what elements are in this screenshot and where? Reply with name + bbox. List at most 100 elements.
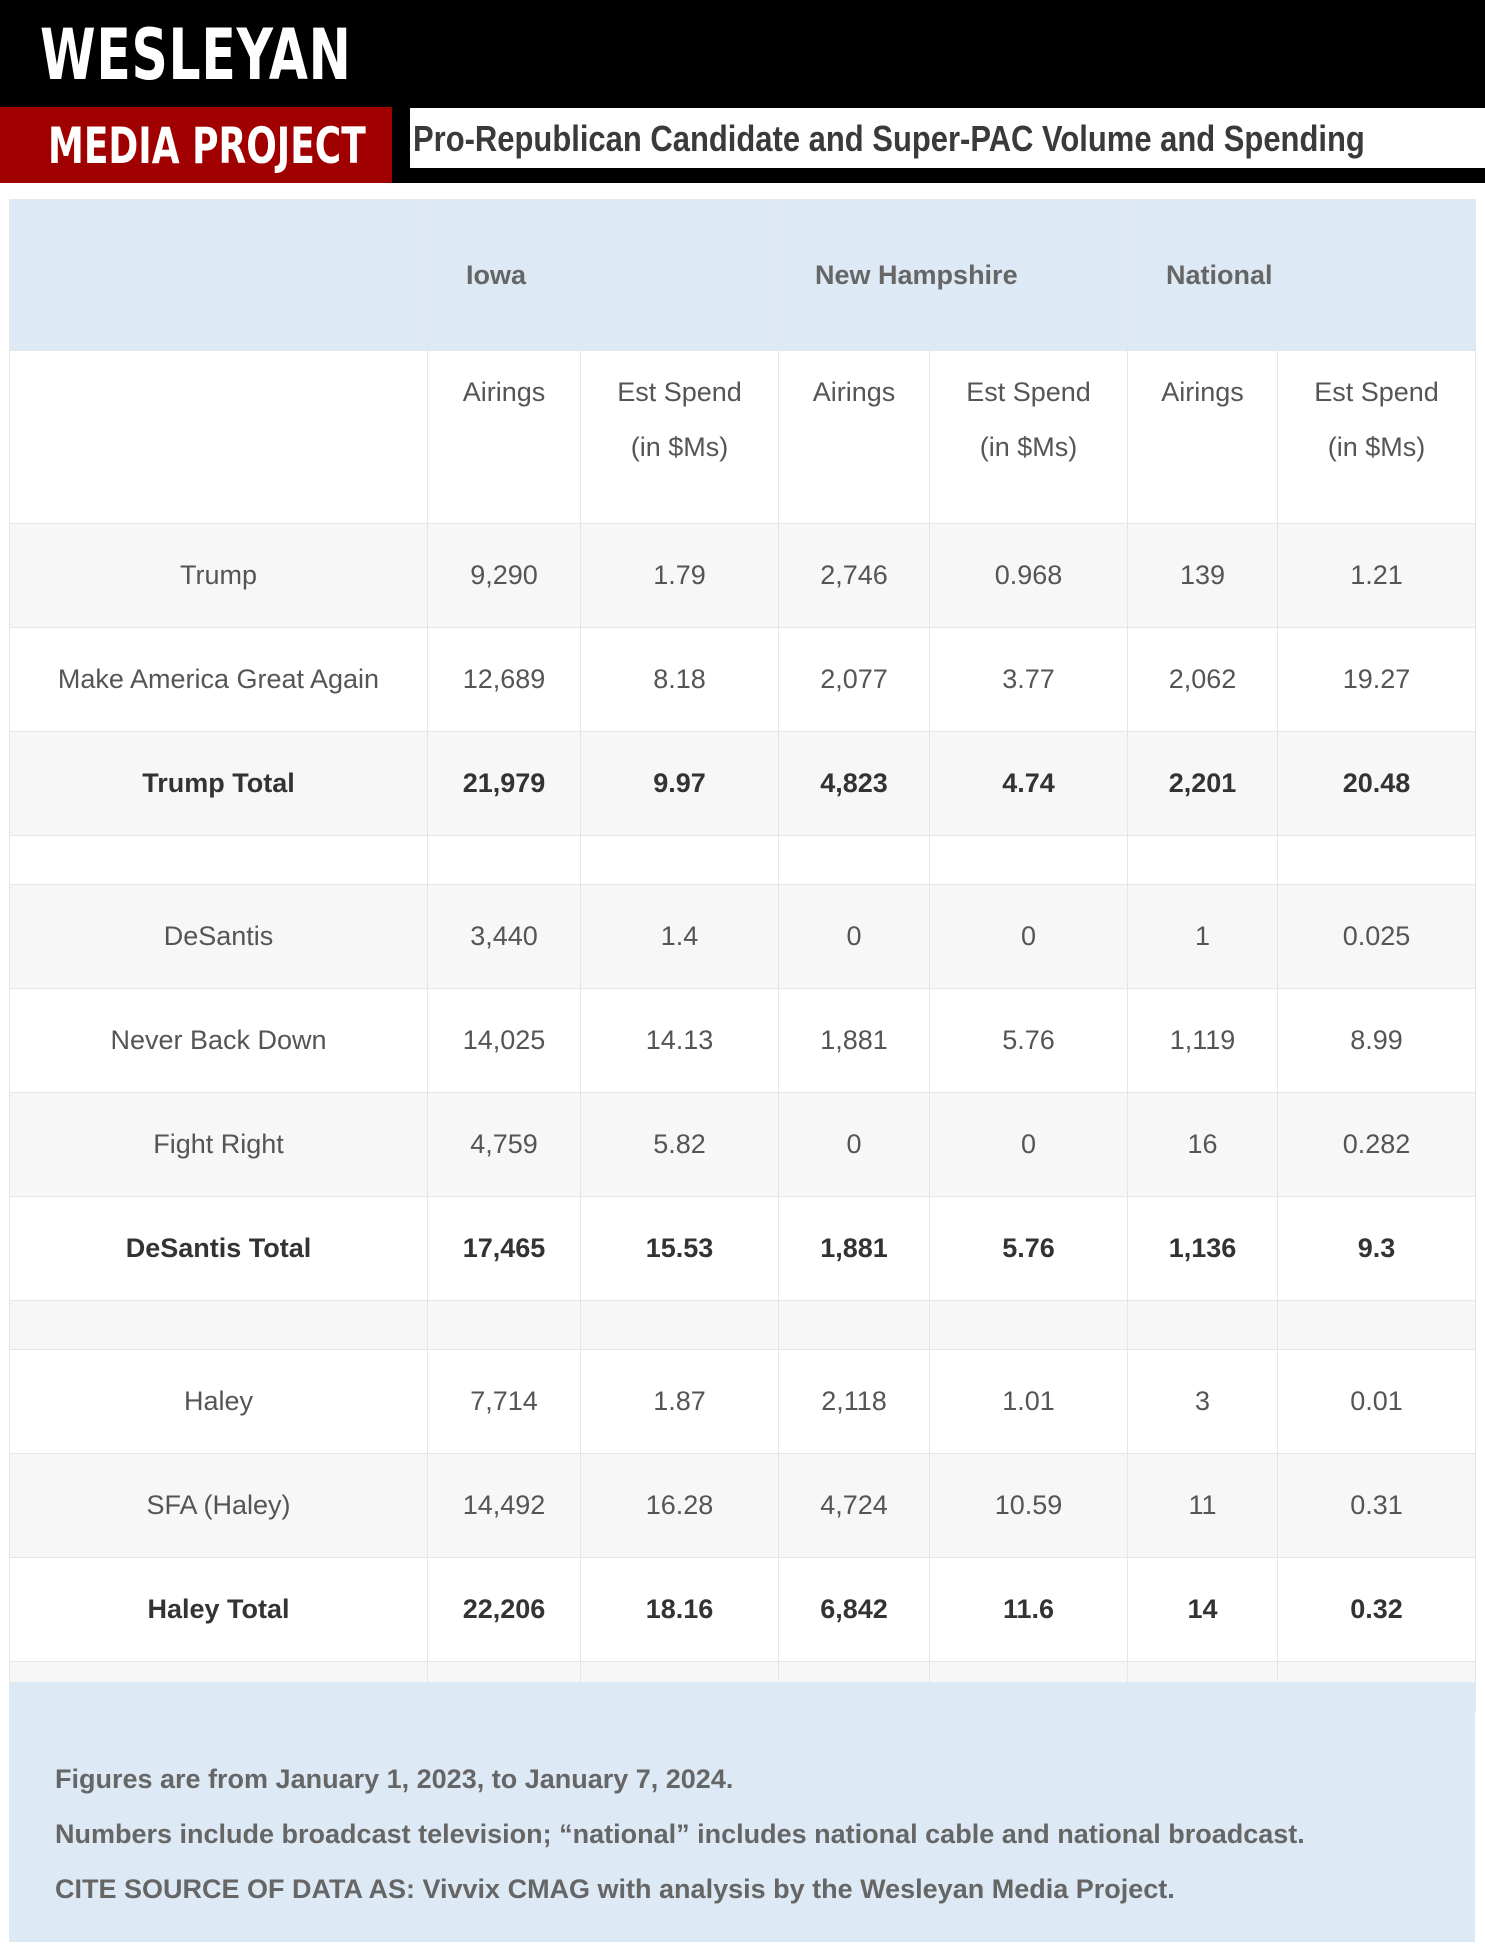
row-label: Trump <box>9 523 428 628</box>
airings-cell: 22,206 <box>427 1557 581 1662</box>
est-spend-cell: 9.3 <box>1277 1196 1477 1301</box>
est-spend-cell: 5.76 <box>929 1196 1129 1301</box>
header-bar: WESLEYAN MEDIA PROJECT Pro-Republican Ca… <box>0 0 1485 183</box>
airings-cell: 11 <box>1127 1453 1279 1558</box>
est-spend-unit: (in $Ms) <box>1327 432 1426 462</box>
table-row: Trump Total 21,979 9.97 4,823 4.74 2,201 20.48 <box>9 731 1477 836</box>
est-spend-cell: 1.79 <box>579 523 780 628</box>
footnote-scope: Numbers include broadcast television; “n… <box>55 1819 1305 1849</box>
spacer-row <box>9 835 1477 885</box>
logo-media-project-box: MEDIA PROJECT <box>0 107 392 183</box>
est-spend-label: Est Spend <box>966 377 1091 407</box>
table-row: Haley 7,714 1.87 2,118 1.01 3 0.01 <box>9 1349 1477 1454</box>
est-spend-cell: 15.53 <box>579 1196 780 1301</box>
airings-cell: 17,465 <box>427 1196 581 1301</box>
airings-cell: 9,290 <box>427 523 581 628</box>
subheader-airings: Airings <box>778 350 931 524</box>
empty-cell <box>427 1300 581 1350</box>
est-spend-cell: 5.82 <box>579 1092 780 1197</box>
airings-cell: 2,062 <box>1127 627 1279 732</box>
airings-cell: 4,759 <box>427 1092 581 1197</box>
empty-cell <box>9 1300 428 1350</box>
row-label: DeSantis Total <box>9 1196 428 1301</box>
spacer-row <box>9 1300 1477 1350</box>
est-spend-cell: 0 <box>929 1092 1129 1197</box>
empty-cell <box>427 835 581 885</box>
empty-cell <box>929 835 1129 885</box>
est-spend-cell: 0 <box>929 884 1129 989</box>
airings-cell: 21,979 <box>427 731 581 836</box>
row-label: Haley Total <box>9 1557 428 1662</box>
region-new-hampshire: New Hampshire <box>778 199 1129 351</box>
est-spend-cell: 1.21 <box>1277 523 1477 628</box>
blank-header-cell <box>9 199 428 351</box>
logo-media-project: MEDIA PROJECT <box>48 117 366 175</box>
footnote-citation: CITE SOURCE OF DATA AS: Vivvix CMAG with… <box>55 1874 1175 1904</box>
empty-cell <box>778 1300 931 1350</box>
airings-cell: 14,492 <box>427 1453 581 1558</box>
est-spend-cell: 0.282 <box>1277 1092 1477 1197</box>
blank-subheader-cell <box>9 350 428 524</box>
table-row: DeSantis Total 17,465 15.53 1,881 5.76 1,136 9… <box>9 1196 1477 1301</box>
empty-cell <box>1127 835 1279 885</box>
airings-cell: 4,823 <box>778 731 931 836</box>
est-spend-cell: 10.59 <box>929 1453 1129 1558</box>
est-spend-cell: 0.31 <box>1277 1453 1477 1558</box>
subheader-airings: Airings <box>1127 350 1279 524</box>
airings-cell: 2,077 <box>778 627 931 732</box>
subheader-est-spend: Est Spend (in $Ms) <box>929 350 1129 524</box>
table-row: Trump 9,290 1.79 2,746 0.968 139 1.21 <box>9 523 1477 628</box>
empty-cell <box>1127 1300 1279 1350</box>
est-spend-cell: 16.28 <box>579 1453 780 1558</box>
est-spend-cell: 0.025 <box>1277 884 1477 989</box>
airings-cell: 2,201 <box>1127 731 1279 836</box>
airings-cell: 2,746 <box>778 523 931 628</box>
airings-cell: 14 <box>1127 1557 1279 1662</box>
empty-cell <box>9 835 428 885</box>
airings-cell: 1,881 <box>778 988 931 1093</box>
table-row: Never Back Down 14,025 14.13 1,881 5.76 1,119… <box>9 988 1477 1093</box>
est-spend-cell: 1.4 <box>579 884 780 989</box>
empty-cell <box>778 835 931 885</box>
airings-cell: 2,118 <box>778 1349 931 1454</box>
title-box: Pro-Republican Candidate and Super-PAC V… <box>410 108 1485 168</box>
est-spend-cell: 0.968 <box>929 523 1129 628</box>
table-row: Make America Great Again 12,689 8.18 2,077 3… <box>9 627 1477 732</box>
est-spend-cell: 8.99 <box>1277 988 1477 1093</box>
table-row: Fight Right 4,759 5.82 0 0 16 0.282 <box>9 1092 1477 1197</box>
table-row: SFA (Haley) 14,492 16.28 4,724 10.59 11 0.31 <box>9 1453 1477 1558</box>
row-label: Trump Total <box>9 731 428 836</box>
empty-cell <box>579 1300 780 1350</box>
est-spend-cell: 4.74 <box>929 731 1129 836</box>
footnotes: Figures are from January 1, 2023, to Jan… <box>9 1682 1475 1942</box>
airings-cell: 1,136 <box>1127 1196 1279 1301</box>
airings-cell: 1,881 <box>778 1196 931 1301</box>
region-national: National <box>1127 199 1477 351</box>
footnote-dates: Figures are from January 1, 2023, to Jan… <box>55 1764 734 1794</box>
airings-cell: 1 <box>1127 884 1279 989</box>
est-spend-cell: 5.76 <box>929 988 1129 1093</box>
est-spend-cell: 19.27 <box>1277 627 1477 732</box>
airings-cell: 14,025 <box>427 988 581 1093</box>
est-spend-cell: 1.87 <box>579 1349 780 1454</box>
empty-cell <box>1277 1300 1477 1350</box>
est-spend-cell: 20.48 <box>1277 731 1477 836</box>
row-label: DeSantis <box>9 884 428 989</box>
est-spend-cell: 14.13 <box>579 988 780 1093</box>
airings-cell: 1,119 <box>1127 988 1279 1093</box>
subheader-est-spend: Est Spend (in $Ms) <box>579 350 780 524</box>
empty-cell <box>1277 835 1477 885</box>
airings-cell: 139 <box>1127 523 1279 628</box>
est-spend-cell: 0.01 <box>1277 1349 1477 1454</box>
airings-cell: 12,689 <box>427 627 581 732</box>
airings-cell: 6,842 <box>778 1557 931 1662</box>
row-label: Haley <box>9 1349 428 1454</box>
row-label: Never Back Down <box>9 988 428 1093</box>
airings-cell: 7,714 <box>427 1349 581 1454</box>
est-spend-label: Est Spend <box>1314 377 1439 407</box>
est-spend-cell: 18.16 <box>579 1557 780 1662</box>
subheader-airings: Airings <box>427 350 581 524</box>
empty-cell <box>929 1300 1129 1350</box>
region-iowa: Iowa <box>426 199 780 351</box>
airings-cell: 3,440 <box>427 884 581 989</box>
